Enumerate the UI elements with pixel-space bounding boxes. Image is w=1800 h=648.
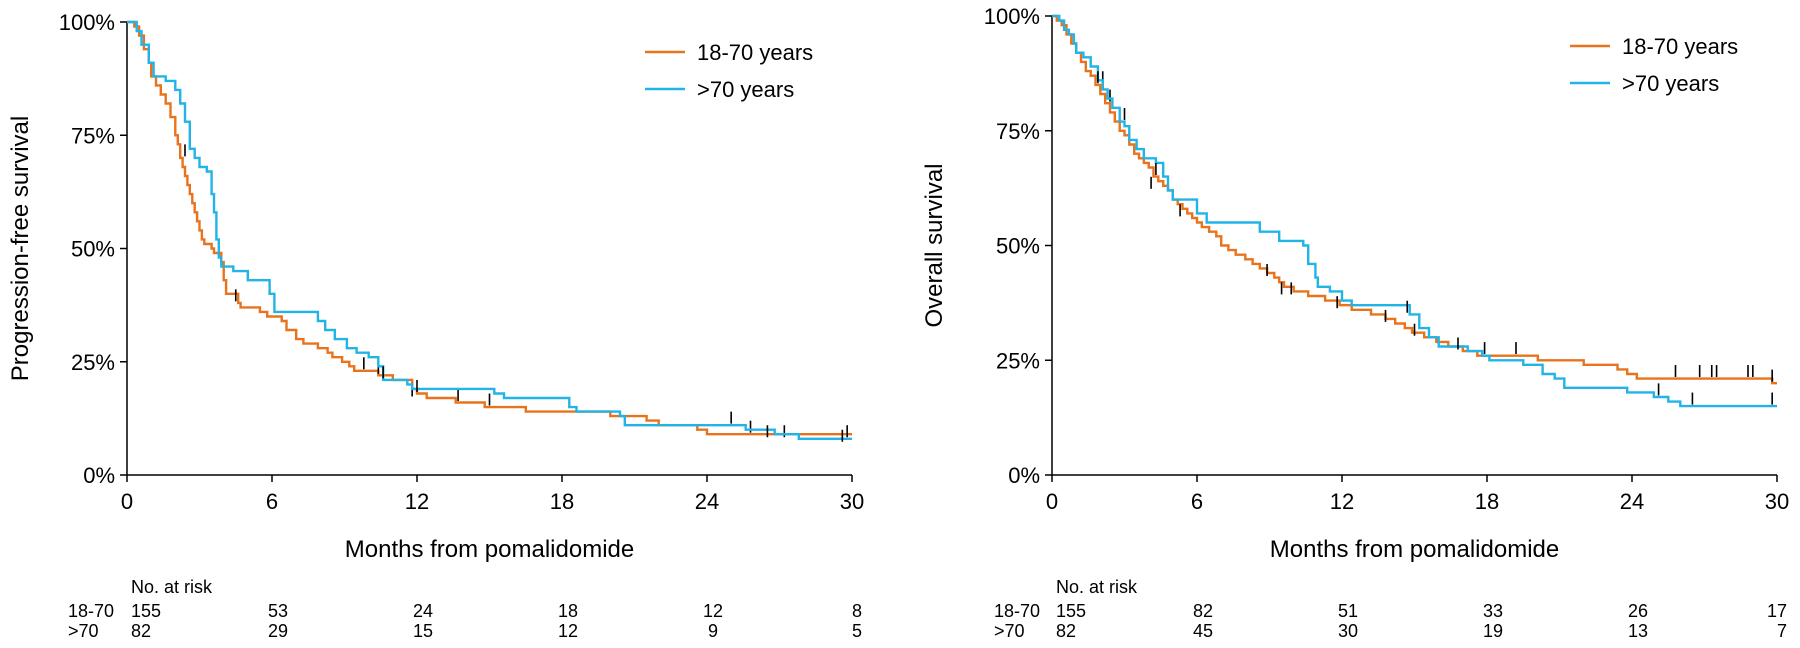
risk-value: 9	[708, 621, 718, 641]
series-line-1	[127, 20, 852, 436]
x-axis-label: Months from pomalidomide	[1270, 536, 1559, 563]
x-tick-label: 12	[1330, 489, 1354, 514]
risk-value: 19	[1483, 621, 1503, 641]
risk-value: 8	[852, 601, 862, 621]
x-tick-label: 0	[1046, 489, 1058, 514]
risk-value: 5	[852, 621, 862, 641]
y-tick-label: 25%	[71, 350, 115, 375]
y-tick-label: 100%	[59, 10, 115, 35]
risk-value: 51	[1338, 601, 1358, 621]
risk-value: 12	[558, 621, 578, 641]
risk-row-label: 18-70	[994, 601, 1040, 621]
y-axis-label: Progression-free survival	[7, 116, 34, 381]
x-tick-label: 30	[1765, 489, 1789, 514]
risk-value: 17	[1767, 601, 1787, 621]
legend-label-1: 18-70 years	[1622, 34, 1738, 59]
x-axis-label: Months from pomalidomide	[345, 536, 634, 563]
x-tick-label: 18	[1475, 489, 1499, 514]
x-tick-label: 24	[1620, 489, 1644, 514]
risk-row-label: 18-70	[68, 601, 114, 621]
risk-value: 82	[1193, 601, 1213, 621]
y-tick-label: 0%	[1008, 463, 1040, 488]
risk-value: 30	[1338, 621, 1358, 641]
y-axis-label: Overall survival	[921, 163, 948, 327]
risk-value: 155	[131, 601, 161, 621]
risk-value: 29	[268, 621, 288, 641]
y-tick-label: 75%	[996, 119, 1040, 144]
x-tick-label: 30	[840, 489, 864, 514]
risk-value: 53	[268, 601, 288, 621]
legend-label-2: >70 years	[697, 77, 794, 102]
risk-value: 15	[413, 621, 433, 641]
y-tick-label: 50%	[996, 234, 1040, 259]
legend-label-1: 18-70 years	[697, 40, 813, 65]
x-tick-label: 12	[405, 489, 429, 514]
risk-table-heading: No. at risk	[1056, 577, 1138, 597]
risk-value: 33	[1483, 601, 1503, 621]
risk-table-heading: No. at risk	[131, 577, 213, 597]
y-tick-label: 50%	[71, 237, 115, 262]
x-tick-label: 18	[550, 489, 574, 514]
risk-value: 26	[1628, 601, 1648, 621]
risk-value: 155	[1056, 601, 1086, 621]
risk-value: 13	[1628, 621, 1648, 641]
risk-value: 82	[131, 621, 151, 641]
y-tick-label: 25%	[996, 348, 1040, 373]
risk-row-label: >70	[994, 621, 1025, 641]
chart-panel-2: 0% 25% 50% 75% 100% 0 6 12 18 24 30 Months from pom…	[921, 4, 1789, 641]
legend-label-2: >70 years	[1622, 71, 1719, 96]
x-tick-label: 6	[266, 489, 278, 514]
x-tick-label: 0	[121, 489, 133, 514]
y-tick-label: 0%	[83, 463, 115, 488]
series-line-2	[127, 20, 852, 440]
y-tick-label: 100%	[984, 4, 1040, 29]
risk-value: 82	[1056, 621, 1076, 641]
x-tick-label: 24	[695, 489, 719, 514]
risk-value: 7	[1777, 621, 1787, 641]
risk-value: 45	[1193, 621, 1213, 641]
risk-value: 12	[703, 601, 723, 621]
y-tick-label: 75%	[71, 123, 115, 148]
x-tick-label: 6	[1191, 489, 1203, 514]
risk-value: 18	[558, 601, 578, 621]
risk-value: 24	[413, 601, 433, 621]
risk-row-label: >70	[68, 621, 99, 641]
